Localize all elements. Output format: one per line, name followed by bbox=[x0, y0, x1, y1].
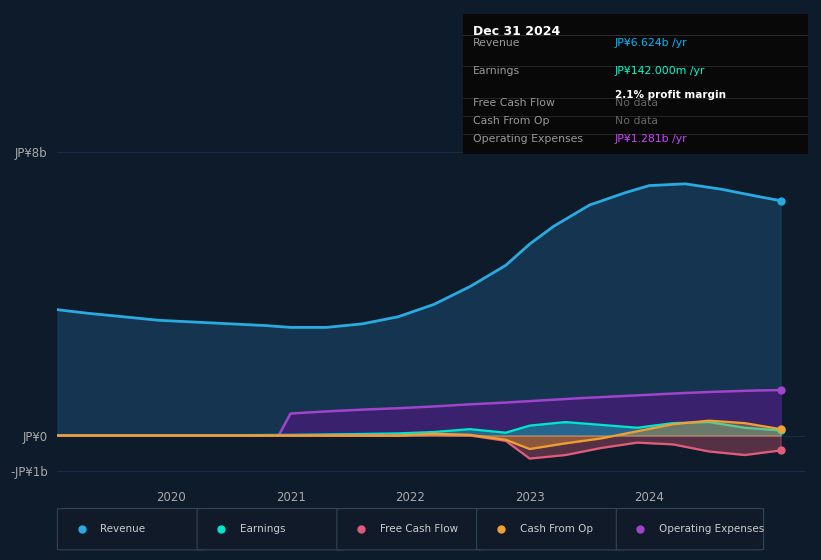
Text: JP¥6.624b /yr: JP¥6.624b /yr bbox=[615, 38, 687, 48]
Text: JP¥1.281b /yr: JP¥1.281b /yr bbox=[615, 134, 687, 144]
Text: No data: No data bbox=[615, 116, 658, 126]
Text: Dec 31 2024: Dec 31 2024 bbox=[474, 25, 561, 38]
FancyBboxPatch shape bbox=[476, 508, 624, 550]
Text: Cash From Op: Cash From Op bbox=[474, 116, 550, 126]
Text: Revenue: Revenue bbox=[100, 524, 145, 534]
Text: Revenue: Revenue bbox=[474, 38, 521, 48]
Text: No data: No data bbox=[615, 98, 658, 108]
FancyBboxPatch shape bbox=[337, 508, 484, 550]
Text: Cash From Op: Cash From Op bbox=[520, 524, 593, 534]
Text: Free Cash Flow: Free Cash Flow bbox=[474, 98, 555, 108]
Text: Earnings: Earnings bbox=[241, 524, 286, 534]
Text: Operating Expenses: Operating Expenses bbox=[474, 134, 584, 144]
Text: Free Cash Flow: Free Cash Flow bbox=[380, 524, 458, 534]
Text: Earnings: Earnings bbox=[474, 66, 521, 76]
Text: Operating Expenses: Operating Expenses bbox=[659, 524, 764, 534]
FancyBboxPatch shape bbox=[617, 508, 764, 550]
Text: 2.1% profit margin: 2.1% profit margin bbox=[615, 90, 726, 100]
Text: JP¥142.000m /yr: JP¥142.000m /yr bbox=[615, 66, 705, 76]
FancyBboxPatch shape bbox=[57, 508, 204, 550]
FancyBboxPatch shape bbox=[197, 508, 345, 550]
